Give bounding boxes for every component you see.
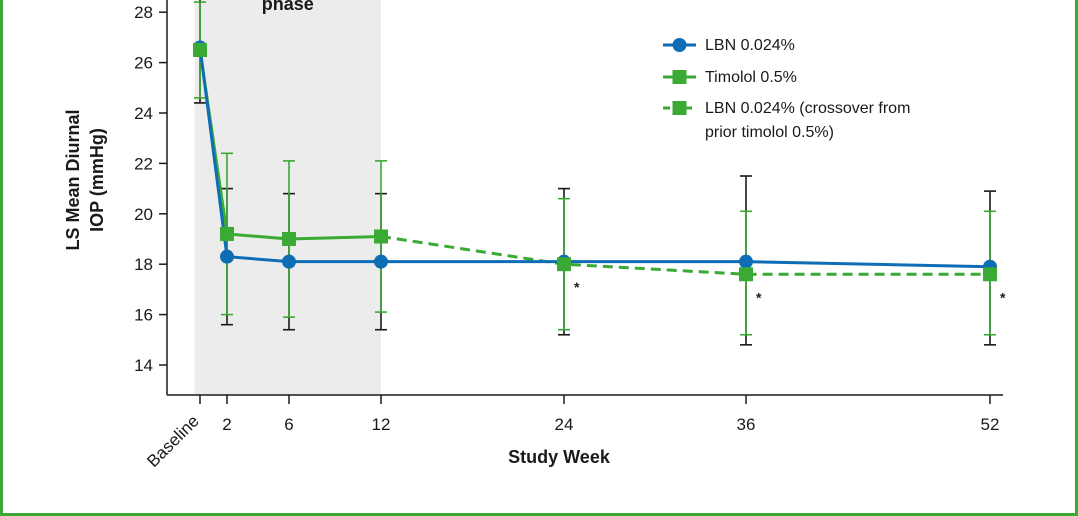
crossover-point (557, 257, 571, 272)
crossover-line (380, 234, 990, 276)
lbn-point (739, 254, 753, 269)
significance-asterisk: * (574, 279, 580, 295)
x-tick-label: 36 (737, 415, 756, 434)
x-axis-title: Study Week (508, 447, 611, 467)
x-tick-label: 6 (284, 415, 293, 434)
timolol-point (193, 43, 207, 57)
shaded-region-label: phase (262, 0, 314, 14)
lbn-point (220, 249, 234, 264)
crossover-point (983, 267, 997, 282)
timolol-point (374, 229, 388, 244)
y-axis-title-line-2: IOP (mmHg) (87, 128, 107, 232)
significance-asterisk: * (1000, 289, 1006, 305)
legend-label-3: LBN 0.024% (crossover from (705, 100, 910, 117)
y-tick-label: 24 (134, 104, 153, 123)
significance-asterisk: * (756, 289, 762, 305)
y-tick-label: 14 (134, 356, 153, 375)
x-tick-label: 52 (981, 415, 1000, 434)
legend-label-3-cont: prior timolol 0.5%) (705, 124, 834, 141)
x-tick-label: 12 (372, 415, 391, 434)
legend-marker-1 (672, 38, 687, 52)
y-tick-label: 28 (134, 3, 153, 22)
legend-marker-2 (672, 70, 687, 84)
legend-label-1: LBN 0.024% (705, 37, 795, 54)
crossover-point (739, 267, 753, 282)
y-tick-label: 16 (134, 306, 153, 325)
legend-marker-3 (672, 101, 687, 115)
y-tick-label: 20 (134, 205, 153, 224)
timolol-point (220, 226, 234, 241)
y-axis-title-line-1: LS Mean Diurnal (63, 109, 83, 250)
x-tick-label: 2 (222, 415, 231, 434)
timolol-point (282, 232, 296, 246)
x-tick-label: 24 (555, 415, 574, 434)
x-tick-label: Baseline (143, 411, 203, 471)
y-tick-label: 22 (134, 154, 153, 173)
lbn-point (374, 254, 388, 269)
lbn-point (282, 254, 296, 269)
y-tick-label: 26 (134, 54, 153, 73)
legend-label-2: Timolol 0.5% (705, 69, 797, 86)
y-tick-label: 18 (134, 255, 153, 274)
